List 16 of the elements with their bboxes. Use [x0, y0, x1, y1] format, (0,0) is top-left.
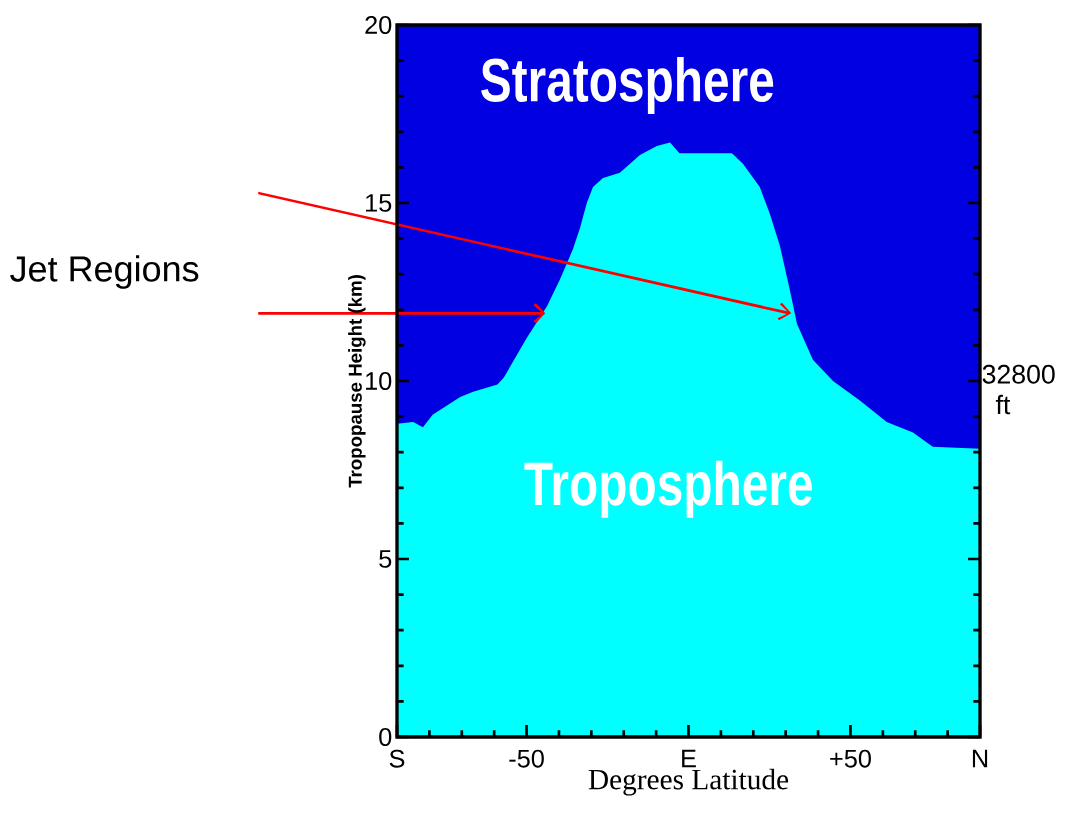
x-axis-title: Degrees Latitude — [588, 768, 789, 796]
x-tick-label: +50 — [830, 749, 871, 768]
x-tick-label: N — [972, 749, 988, 768]
x-tick-label: -50 — [509, 749, 544, 768]
y-tick-label: 15 — [366, 194, 392, 212]
y-tick-label: 10 — [366, 372, 392, 390]
x-tick-label: E — [682, 749, 696, 768]
y-tick-label: 20 — [365, 16, 392, 34]
y-axis-title: Tropopause Height (km) — [348, 275, 366, 488]
x-tick-label: S — [389, 749, 405, 768]
text: Jet Regions — [10, 255, 199, 289]
text: 32800 ft — [982, 364, 1055, 415]
y-tick-label: 5 — [379, 550, 392, 568]
annotation: Troposphere — [524, 460, 812, 518]
annotation: Stratosphere — [481, 56, 774, 115]
y-tick-label: 0 — [379, 728, 392, 746]
